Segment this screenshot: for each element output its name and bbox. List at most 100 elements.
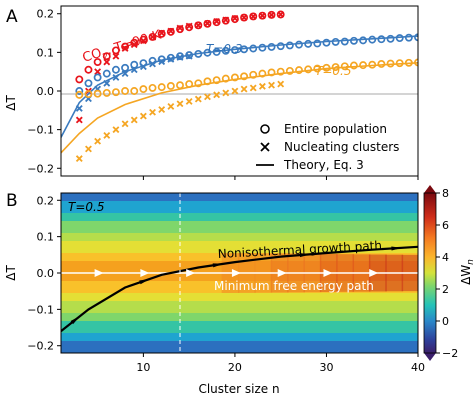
colorbar-tick-label: 0 xyxy=(442,315,449,328)
entire-population-point xyxy=(322,38,331,47)
nucleating-cluster-point xyxy=(167,103,175,110)
entire-population-point xyxy=(221,74,230,83)
annotation-co2-text: CO xyxy=(81,46,104,66)
entire-population-point xyxy=(285,41,294,50)
nucleating-cluster-point xyxy=(231,14,239,22)
entire-population-point xyxy=(130,60,139,69)
annotation-t03: T=0.3 xyxy=(206,42,242,56)
entire-population-point xyxy=(304,65,313,74)
entire-population-point xyxy=(166,82,175,90)
entire-population-point xyxy=(203,77,212,86)
heatmap-cell xyxy=(61,217,418,222)
legend-entry-entire-population: Entire population xyxy=(284,122,387,136)
nucleating-cluster-point xyxy=(75,155,83,163)
heatmap-cell xyxy=(61,237,418,242)
nucleating-cluster-point xyxy=(94,68,102,76)
entire-population-point xyxy=(84,79,93,88)
panel-a-y-tick-label: −0.2 xyxy=(27,162,54,175)
panel-b-x-ticks: 10 20 30 40 xyxy=(136,353,425,374)
nucleating-cluster-point xyxy=(185,97,193,105)
panel-b-paths xyxy=(61,245,418,333)
colorbar-label: ΔWn xyxy=(459,259,474,285)
entire-population-point xyxy=(377,35,386,44)
entire-population-point xyxy=(111,46,120,55)
entire-population-point xyxy=(285,66,294,75)
entire-population-point xyxy=(340,62,349,71)
colorbar-tick-label: 4 xyxy=(442,251,449,264)
panel-b-x-tick-label: 30 xyxy=(319,361,333,374)
entire-population-point xyxy=(221,46,230,55)
entire-population-point xyxy=(130,87,139,95)
entire-population-point xyxy=(157,29,166,38)
growth-path-arrow xyxy=(139,278,150,285)
entire-population-point xyxy=(166,27,175,36)
panel-a-x-ticks xyxy=(142,176,419,180)
nucleating-cluster-point xyxy=(249,84,257,92)
colorbar-label-main: ΔW xyxy=(459,265,473,285)
nucleating-cluster-point xyxy=(75,116,83,124)
heatmap-cell xyxy=(61,325,418,330)
entire-population-point xyxy=(176,81,184,90)
entire-population-point xyxy=(267,43,276,51)
heatmap-cell xyxy=(61,297,418,302)
heatmap-cell xyxy=(61,293,418,298)
entire-population-point xyxy=(212,48,221,56)
nucleating-cluster-point xyxy=(149,33,156,41)
panel-b-x-axis-label: Cluster size n xyxy=(198,382,279,396)
entire-population-point xyxy=(249,44,258,53)
entire-population-point xyxy=(102,88,111,97)
entire-population-point xyxy=(148,83,157,92)
heatmap-cell xyxy=(61,345,418,350)
nucleating-cluster-point xyxy=(213,18,221,25)
heatmap-cell xyxy=(61,221,418,226)
heatmap xyxy=(61,193,418,353)
nucleating-cluster-point xyxy=(204,19,211,27)
nucleating-cluster-point xyxy=(158,58,166,66)
entire-population-point xyxy=(368,35,377,44)
nucleating-cluster-point xyxy=(268,11,275,19)
entire-population-point xyxy=(230,73,239,82)
entire-population-point xyxy=(194,49,203,58)
panel-b-y-tick-label: −0.1 xyxy=(27,303,54,316)
entire-population-point xyxy=(111,65,120,74)
entire-population-point xyxy=(386,34,395,43)
heatmap-cell xyxy=(61,197,418,202)
entire-population-point xyxy=(267,68,276,77)
panel-a-y-ticks: −0.2 −0.1 0.0 0.1 0.2 xyxy=(27,8,61,175)
colorbar-tick-label: 6 xyxy=(442,219,449,232)
entire-population-point xyxy=(331,37,340,46)
nucleating-cluster-point xyxy=(103,131,111,139)
entire-population-point xyxy=(93,58,102,66)
entire-population-point xyxy=(359,61,368,70)
panel-a-y-tick-label: 0.0 xyxy=(37,85,55,98)
entire-population-point xyxy=(176,52,184,61)
entire-population-point xyxy=(322,63,331,72)
nucleating-cluster-point xyxy=(139,63,147,71)
free-energy-path-arrow xyxy=(94,269,104,277)
heatmap-cell xyxy=(61,301,418,306)
panel-b-temperature-label: T=0.5 xyxy=(68,200,104,214)
nucleating-cluster-point xyxy=(222,89,230,97)
panel-a-y-axis-label: ΔT xyxy=(4,95,18,111)
entire-population-point xyxy=(276,67,285,76)
nucleating-cluster-point xyxy=(75,104,83,112)
nucleating-cluster-point xyxy=(176,53,184,61)
nucleating-cluster-point xyxy=(185,22,193,30)
entire-population-point xyxy=(75,87,84,95)
colorbar-tick-label: 8 xyxy=(442,187,449,200)
entire-population-point xyxy=(240,45,249,54)
annotation-co2-rest: , T=90 K xyxy=(105,28,164,59)
nucleating-cluster-point xyxy=(149,60,156,68)
nucleating-cluster-point xyxy=(130,41,138,49)
entire-population-point xyxy=(194,21,203,30)
panel-b-y-ticks: −0.2 −0.1 0.0 0.1 0.2 xyxy=(27,194,61,353)
label-minimum-free-energy-path: Minimum free energy path xyxy=(214,279,374,293)
entire-population-point xyxy=(240,13,249,22)
entire-population-point xyxy=(121,87,130,95)
entire-population-point xyxy=(111,88,120,97)
heatmap-cell xyxy=(61,229,418,234)
nucleating-cluster-point xyxy=(112,52,120,60)
heatmap-cell xyxy=(61,321,418,326)
entire-population-point xyxy=(203,48,212,57)
